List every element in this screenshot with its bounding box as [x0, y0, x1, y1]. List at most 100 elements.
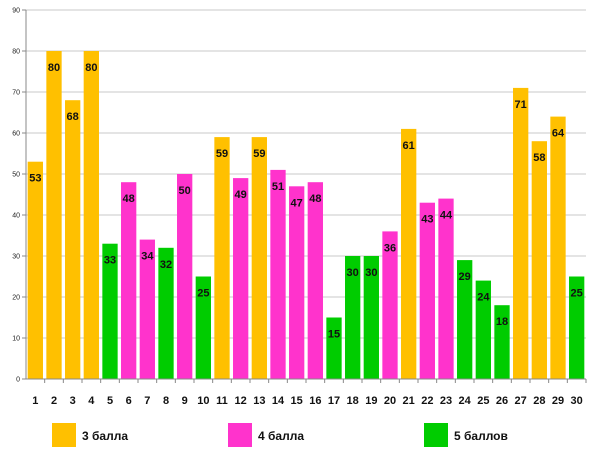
- bar-22: [419, 202, 435, 379]
- data-label-17: 15: [328, 329, 340, 341]
- y-tick-label-50: 50: [12, 172, 20, 179]
- bar-7: [139, 239, 155, 379]
- x-tick-label-16: 16: [309, 395, 321, 407]
- y-tick-label-80: 80: [12, 49, 20, 56]
- x-tick-label-6: 6: [126, 395, 132, 407]
- x-tick-label-24: 24: [459, 395, 472, 407]
- data-label-26: 18: [496, 316, 508, 328]
- data-label-7: 34: [141, 251, 154, 263]
- x-tick-label-29: 29: [552, 395, 564, 407]
- y-tick-label-30: 30: [12, 254, 20, 261]
- bar-1: [27, 161, 43, 379]
- bar-4: [83, 51, 99, 379]
- data-label-27: 71: [515, 99, 527, 111]
- bar-5: [102, 243, 118, 379]
- bar-20: [382, 231, 398, 379]
- x-axis: 1 2 3 4 5 6 7 8 9 10 11 12 13 14 15 16 17 18 19 20 21 22 23 24 2…: [26, 378, 587, 407]
- bar-10: [195, 276, 211, 379]
- data-label-10: 25: [197, 288, 209, 300]
- x-tick-label-30: 30: [571, 395, 583, 407]
- bars: 53 80 68 80 33 48 34 32 50 25 59 49 59 51 47 48 15 30 30 36…: [27, 51, 585, 380]
- y-axis: 0 10 20 30 40 50 60 70 80 90: [12, 8, 27, 384]
- data-label-15: 47: [291, 197, 303, 209]
- bar-18: [345, 256, 361, 379]
- bar-28: [531, 141, 547, 379]
- x-tick-label-13: 13: [253, 395, 265, 407]
- bar-23: [438, 198, 454, 379]
- x-tick-label-8: 8: [163, 395, 169, 407]
- data-label-25: 24: [477, 292, 490, 304]
- x-tick-label-20: 20: [384, 395, 396, 407]
- y-tick-label-20: 20: [12, 295, 20, 302]
- x-tick-label-21: 21: [403, 395, 415, 407]
- x-tick-label-5: 5: [107, 395, 113, 407]
- legend-label-4: 4 балла: [258, 429, 304, 443]
- x-tick-label-25: 25: [477, 395, 489, 407]
- data-label-1: 53: [29, 173, 41, 185]
- bar-25: [475, 280, 491, 379]
- x-tick-label-10: 10: [197, 395, 209, 407]
- x-tick-label-27: 27: [515, 395, 527, 407]
- x-tick-label-22: 22: [421, 395, 433, 407]
- x-tick-label-2: 2: [51, 395, 57, 407]
- legend-swatch-5: [424, 423, 448, 447]
- bar-2: [46, 51, 62, 379]
- x-tick-label-28: 28: [533, 395, 545, 407]
- data-label-9: 50: [179, 185, 191, 197]
- x-tick-label-26: 26: [496, 395, 508, 407]
- bar-21: [401, 128, 417, 379]
- bar-19: [363, 256, 379, 379]
- x-tick-label-19: 19: [365, 395, 377, 407]
- bar-27: [513, 87, 529, 380]
- x-tick-label-15: 15: [291, 395, 303, 407]
- data-label-3: 68: [67, 111, 79, 123]
- data-label-11: 59: [216, 148, 228, 160]
- x-tick-label-14: 14: [272, 395, 285, 407]
- data-label-22: 43: [421, 214, 433, 226]
- data-label-6: 48: [123, 193, 135, 205]
- data-label-8: 32: [160, 259, 172, 271]
- bar-24: [457, 260, 473, 379]
- data-label-24: 29: [459, 271, 471, 283]
- legend-swatch-3: [52, 423, 76, 447]
- legend-swatch-4: [228, 423, 252, 447]
- gridlines: [26, 9, 586, 380]
- x-tick-label-7: 7: [144, 395, 150, 407]
- bar-14: [270, 169, 286, 379]
- y-tick-label-10: 10: [12, 336, 20, 343]
- bar-6: [121, 182, 137, 379]
- data-label-13: 59: [253, 148, 265, 160]
- bar-9: [177, 174, 193, 379]
- x-tick-label-17: 17: [328, 395, 340, 407]
- bar-16: [307, 182, 323, 379]
- bar-8: [158, 247, 174, 379]
- y-tick-label-70: 70: [12, 90, 20, 97]
- bar-11: [214, 137, 230, 379]
- bar-26: [494, 305, 510, 379]
- data-label-30: 25: [571, 288, 583, 300]
- data-label-28: 58: [533, 152, 545, 164]
- data-label-23: 44: [440, 210, 453, 222]
- data-label-4: 80: [85, 62, 97, 74]
- bar-17: [326, 317, 342, 379]
- x-tick-label-18: 18: [347, 395, 359, 407]
- data-label-29: 64: [552, 128, 565, 140]
- legend-label-3: 3 балла: [82, 429, 128, 443]
- data-label-20: 36: [384, 242, 396, 254]
- x-tick-label-9: 9: [182, 395, 188, 407]
- x-tick-label-4: 4: [88, 395, 95, 407]
- data-label-5: 33: [104, 255, 116, 267]
- data-label-18: 30: [347, 267, 359, 279]
- x-tick-label-23: 23: [440, 395, 452, 407]
- x-tick-label-11: 11: [216, 395, 228, 407]
- x-tick-label-1: 1: [32, 395, 38, 407]
- bar-15: [289, 186, 305, 379]
- data-label-12: 49: [235, 189, 247, 201]
- data-label-19: 30: [365, 267, 377, 279]
- legend: 3 балла 4 балла 5 баллов: [52, 423, 508, 447]
- y-tick-label-60: 60: [12, 131, 20, 138]
- bar-29: [550, 116, 566, 379]
- x-tick-label-12: 12: [235, 395, 247, 407]
- bar-30: [569, 276, 585, 379]
